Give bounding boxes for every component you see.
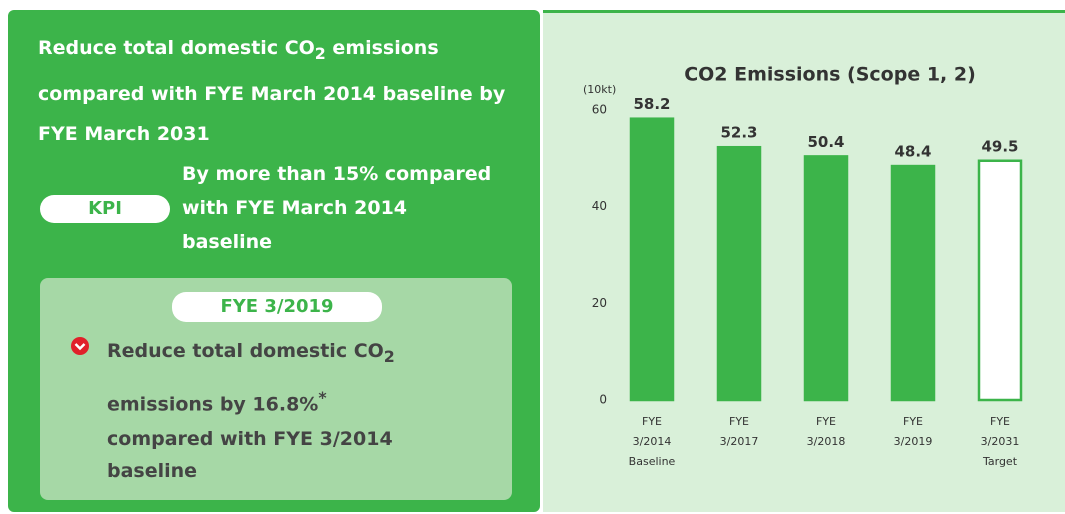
x-tick-label: Baseline	[629, 455, 676, 468]
x-tick-label: 3/2017	[720, 435, 759, 448]
x-tick-label: FYE	[990, 415, 1010, 428]
result-line: compared with FYE 3/2014	[107, 428, 393, 450]
chart-panel: CO2 Emissions (Scope 1, 2) (10kt) 0 20 40 6…	[543, 10, 1065, 512]
result-text: Reduce total domestic CO	[107, 340, 384, 362]
x-tick-label: 3/2018	[807, 435, 846, 448]
result-line: Reduce total domestic CO2	[107, 340, 395, 366]
chart: CO2 Emissions (Scope 1, 2) (10kt) 0 20 40 6…	[583, 64, 1023, 468]
x-tick-label: FYE	[729, 415, 749, 428]
bar	[977, 159, 1023, 402]
goal-text-b: emissions compared with FYE March 2014 b…	[38, 37, 506, 145]
result-line: baseline	[107, 460, 198, 482]
goal-sub: 2	[314, 43, 326, 63]
result-line: emissions by 16.8%*	[107, 388, 327, 415]
kpi-badge: KPI	[40, 195, 170, 223]
value-label: 48.4	[894, 143, 931, 161]
x-tick-label: 3/2014	[633, 435, 672, 448]
value-label: 58.2	[633, 95, 670, 113]
result-sub: 2	[383, 346, 395, 366]
x-tick-label: FYE	[816, 415, 836, 428]
bar	[716, 145, 762, 402]
value-label: 52.3	[720, 124, 757, 142]
y-tick-label: 60	[592, 103, 607, 117]
result-text: emissions by 16.8%	[107, 393, 319, 416]
x-tick-label: FYE	[642, 415, 662, 428]
x-tick-label: 3/2031	[981, 435, 1020, 448]
y-axis-label: (10kt)	[583, 83, 616, 96]
x-tick-label: 3/2019	[894, 435, 933, 448]
bar	[890, 164, 936, 402]
y-tick-label: 40	[592, 199, 607, 213]
goal-text: Reduce total domestic CO2 emissions comp…	[38, 28, 518, 154]
goal-text-a: Reduce total domestic CO	[38, 37, 315, 59]
x-tick-label: FYE	[903, 415, 923, 428]
y-tick-label: 20	[592, 296, 607, 310]
result-badge: FYE 3/2019	[172, 292, 382, 322]
y-tick-label: 0	[599, 393, 607, 407]
check-icon	[71, 337, 89, 355]
x-tick-label: Target	[982, 455, 1018, 468]
value-label: 50.4	[807, 133, 844, 151]
bar	[629, 117, 675, 402]
kpi-text: By more than 15% compared with FYE March…	[182, 163, 492, 253]
chart-title: CO2 Emissions (Scope 1, 2)	[684, 64, 976, 86]
value-label: 49.5	[981, 137, 1018, 155]
bar	[803, 155, 849, 402]
result-sup: *	[318, 388, 327, 407]
